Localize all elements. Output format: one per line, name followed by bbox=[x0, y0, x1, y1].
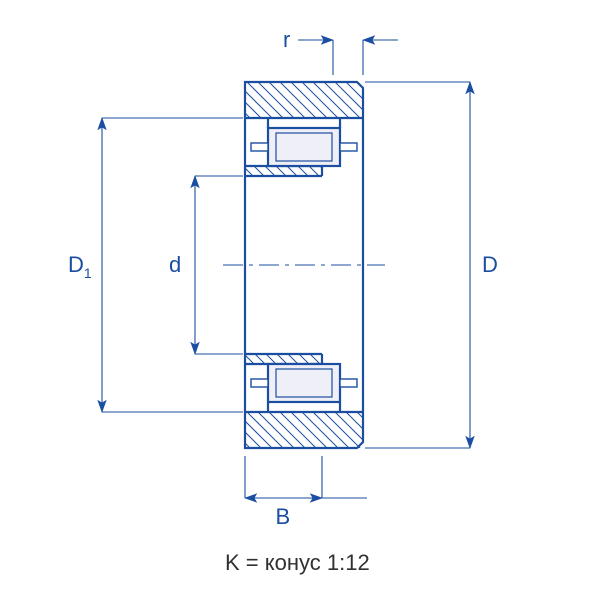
label-r: r bbox=[283, 27, 290, 52]
label-B: B bbox=[276, 504, 291, 529]
label-D1: D1 bbox=[68, 252, 92, 281]
hatch-region bbox=[195, 239, 413, 600]
label-d: d bbox=[169, 252, 181, 277]
label-D: D bbox=[482, 252, 498, 277]
footer-text: K = конус 1:12 bbox=[225, 550, 370, 575]
bearing-outline bbox=[223, 82, 385, 448]
bearing-cross-section-diagram: r D1 d D B K = конус 1:12 bbox=[0, 0, 600, 600]
